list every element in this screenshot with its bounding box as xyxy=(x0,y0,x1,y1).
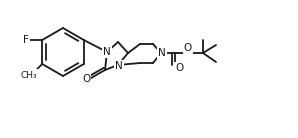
Text: O: O xyxy=(184,43,192,53)
Text: CH₃: CH₃ xyxy=(21,71,38,79)
Text: N: N xyxy=(158,48,166,58)
Text: N: N xyxy=(115,61,123,71)
Text: O: O xyxy=(82,74,90,84)
Text: F: F xyxy=(23,35,29,45)
Text: O: O xyxy=(175,63,183,73)
Text: N: N xyxy=(103,47,111,57)
